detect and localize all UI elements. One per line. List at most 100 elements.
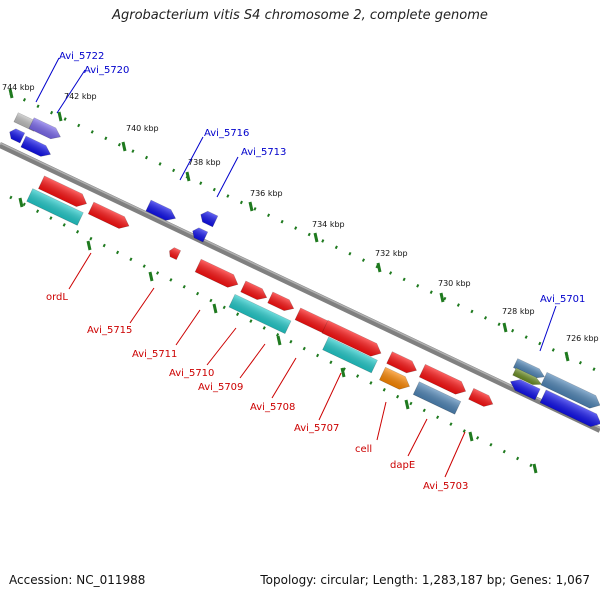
tick-label: 744 kbp bbox=[2, 83, 35, 92]
tick-mark bbox=[439, 292, 445, 303]
tick-label: 736 kbp bbox=[250, 189, 283, 198]
gene-label-bottom: Avi_5710 bbox=[169, 368, 214, 379]
feature-red bbox=[38, 175, 87, 207]
gene-label-top: Avi_5701 bbox=[540, 294, 585, 305]
tick-label: 740 kbp bbox=[126, 124, 159, 133]
tick-mark bbox=[121, 141, 127, 152]
leader-line bbox=[206, 327, 237, 366]
feature-red-shade bbox=[267, 292, 294, 311]
feature-red-shade bbox=[386, 351, 417, 373]
feature-red bbox=[418, 363, 467, 395]
tick-label: 726 kbp bbox=[566, 334, 599, 343]
tick-mark bbox=[248, 201, 254, 212]
tick-marks bbox=[8, 88, 570, 474]
feature-red bbox=[87, 201, 130, 229]
tick-ring-inner bbox=[9, 195, 541, 472]
feature-red bbox=[240, 280, 268, 300]
tick-mark-inner bbox=[148, 271, 154, 282]
leader-line bbox=[444, 431, 466, 478]
leader-line bbox=[216, 156, 239, 198]
feature-cyan-shade bbox=[228, 294, 292, 334]
tick-label: 738 kbp bbox=[188, 158, 221, 167]
tick-mark-inner bbox=[276, 335, 282, 346]
feature-red-shade bbox=[321, 320, 382, 357]
gene-label-bottom: cell bbox=[355, 444, 372, 455]
tick-label: 732 kbp bbox=[375, 249, 408, 258]
gene-features bbox=[9, 112, 600, 427]
tick-label: 742 kbp bbox=[64, 92, 97, 101]
tick-mark-inner bbox=[404, 399, 410, 410]
feature-olive-shade bbox=[512, 367, 542, 385]
tick-mark-inner bbox=[468, 431, 474, 442]
leader-line bbox=[376, 401, 387, 441]
feature-blue-shade bbox=[510, 379, 541, 400]
leader-line bbox=[56, 69, 86, 114]
tick-label: 730 kbp bbox=[438, 279, 471, 288]
tick-mark-inner bbox=[86, 240, 92, 251]
tick-mark bbox=[185, 171, 191, 182]
feature-blue-shade bbox=[192, 227, 208, 242]
feature-red-shade bbox=[169, 247, 181, 260]
tick-mark-inner bbox=[212, 303, 218, 314]
feature-blue bbox=[192, 227, 209, 243]
gene-label-bottom: Avi_5711 bbox=[132, 349, 177, 360]
feature-orange-shade bbox=[379, 367, 410, 390]
feature-red bbox=[468, 388, 494, 407]
feature-red bbox=[169, 247, 182, 261]
feature-steel-shade bbox=[413, 381, 461, 415]
feature-blue bbox=[509, 379, 541, 401]
feature-purple-shade bbox=[28, 117, 61, 139]
feature-blue-shade bbox=[20, 136, 51, 157]
leader-line bbox=[539, 305, 557, 352]
feature-purple bbox=[28, 117, 61, 140]
tick-mark bbox=[564, 351, 570, 362]
genome-backbone bbox=[0, 142, 600, 433]
tick-mark-inner bbox=[532, 463, 538, 474]
feature-steel bbox=[513, 358, 545, 379]
genome-summary-text: Topology: circular; Length: 1,283,187 bp… bbox=[260, 573, 590, 587]
map-title: Agrobacterium vitis S4 chromosome 2, com… bbox=[112, 8, 488, 23]
feature-blue-shade bbox=[540, 389, 600, 427]
feature-steel-shade bbox=[540, 372, 600, 409]
feature-red bbox=[321, 319, 382, 357]
feature-blue bbox=[145, 199, 177, 221]
leader-line bbox=[407, 418, 428, 457]
feature-cyan-shade bbox=[26, 188, 84, 226]
tick-mark-inner bbox=[18, 197, 24, 208]
feature-cyan bbox=[228, 293, 292, 335]
leader-line bbox=[129, 287, 155, 324]
gene-label-bottom: Avi_5708 bbox=[250, 402, 295, 413]
feature-red-shade bbox=[240, 281, 267, 300]
gene-label-bottom: Avi_5709 bbox=[198, 382, 243, 393]
feature-blue-shade bbox=[145, 200, 176, 221]
feature-red bbox=[194, 258, 239, 288]
feature-blue bbox=[20, 135, 52, 157]
tick-mark bbox=[313, 232, 319, 243]
feature-cyan bbox=[322, 336, 378, 374]
feature-cyan-shade bbox=[322, 337, 378, 373]
gene-label-top: Avi_5716 bbox=[204, 128, 249, 139]
leader-line bbox=[35, 57, 60, 103]
tick-mark-inner bbox=[340, 367, 346, 378]
feature-blue-shade bbox=[9, 128, 25, 143]
feature-red-shade bbox=[295, 307, 333, 333]
gene-label-bottom: Avi_5703 bbox=[423, 481, 468, 492]
leader-line bbox=[318, 372, 342, 421]
leader-line bbox=[179, 136, 204, 181]
gene-label-leaders bbox=[35, 57, 557, 478]
feature-red-shade bbox=[38, 175, 87, 207]
leader-line bbox=[175, 309, 201, 346]
feature-olive bbox=[512, 367, 543, 385]
feature-red bbox=[267, 291, 295, 311]
gene-label-bottom: dapE bbox=[390, 460, 415, 471]
accession-text: Accession: NC_011988 bbox=[9, 573, 146, 587]
feature-steel bbox=[540, 371, 600, 409]
feature-steel bbox=[412, 381, 462, 415]
gene-label-top: Avi_5720 bbox=[84, 65, 129, 76]
tick-mark bbox=[376, 262, 382, 273]
tick-label: 728 kbp bbox=[502, 307, 535, 316]
feature-red-shade bbox=[88, 202, 129, 229]
feature-cyan bbox=[26, 188, 84, 226]
leader-line bbox=[239, 343, 266, 379]
tick-mark bbox=[502, 322, 508, 333]
